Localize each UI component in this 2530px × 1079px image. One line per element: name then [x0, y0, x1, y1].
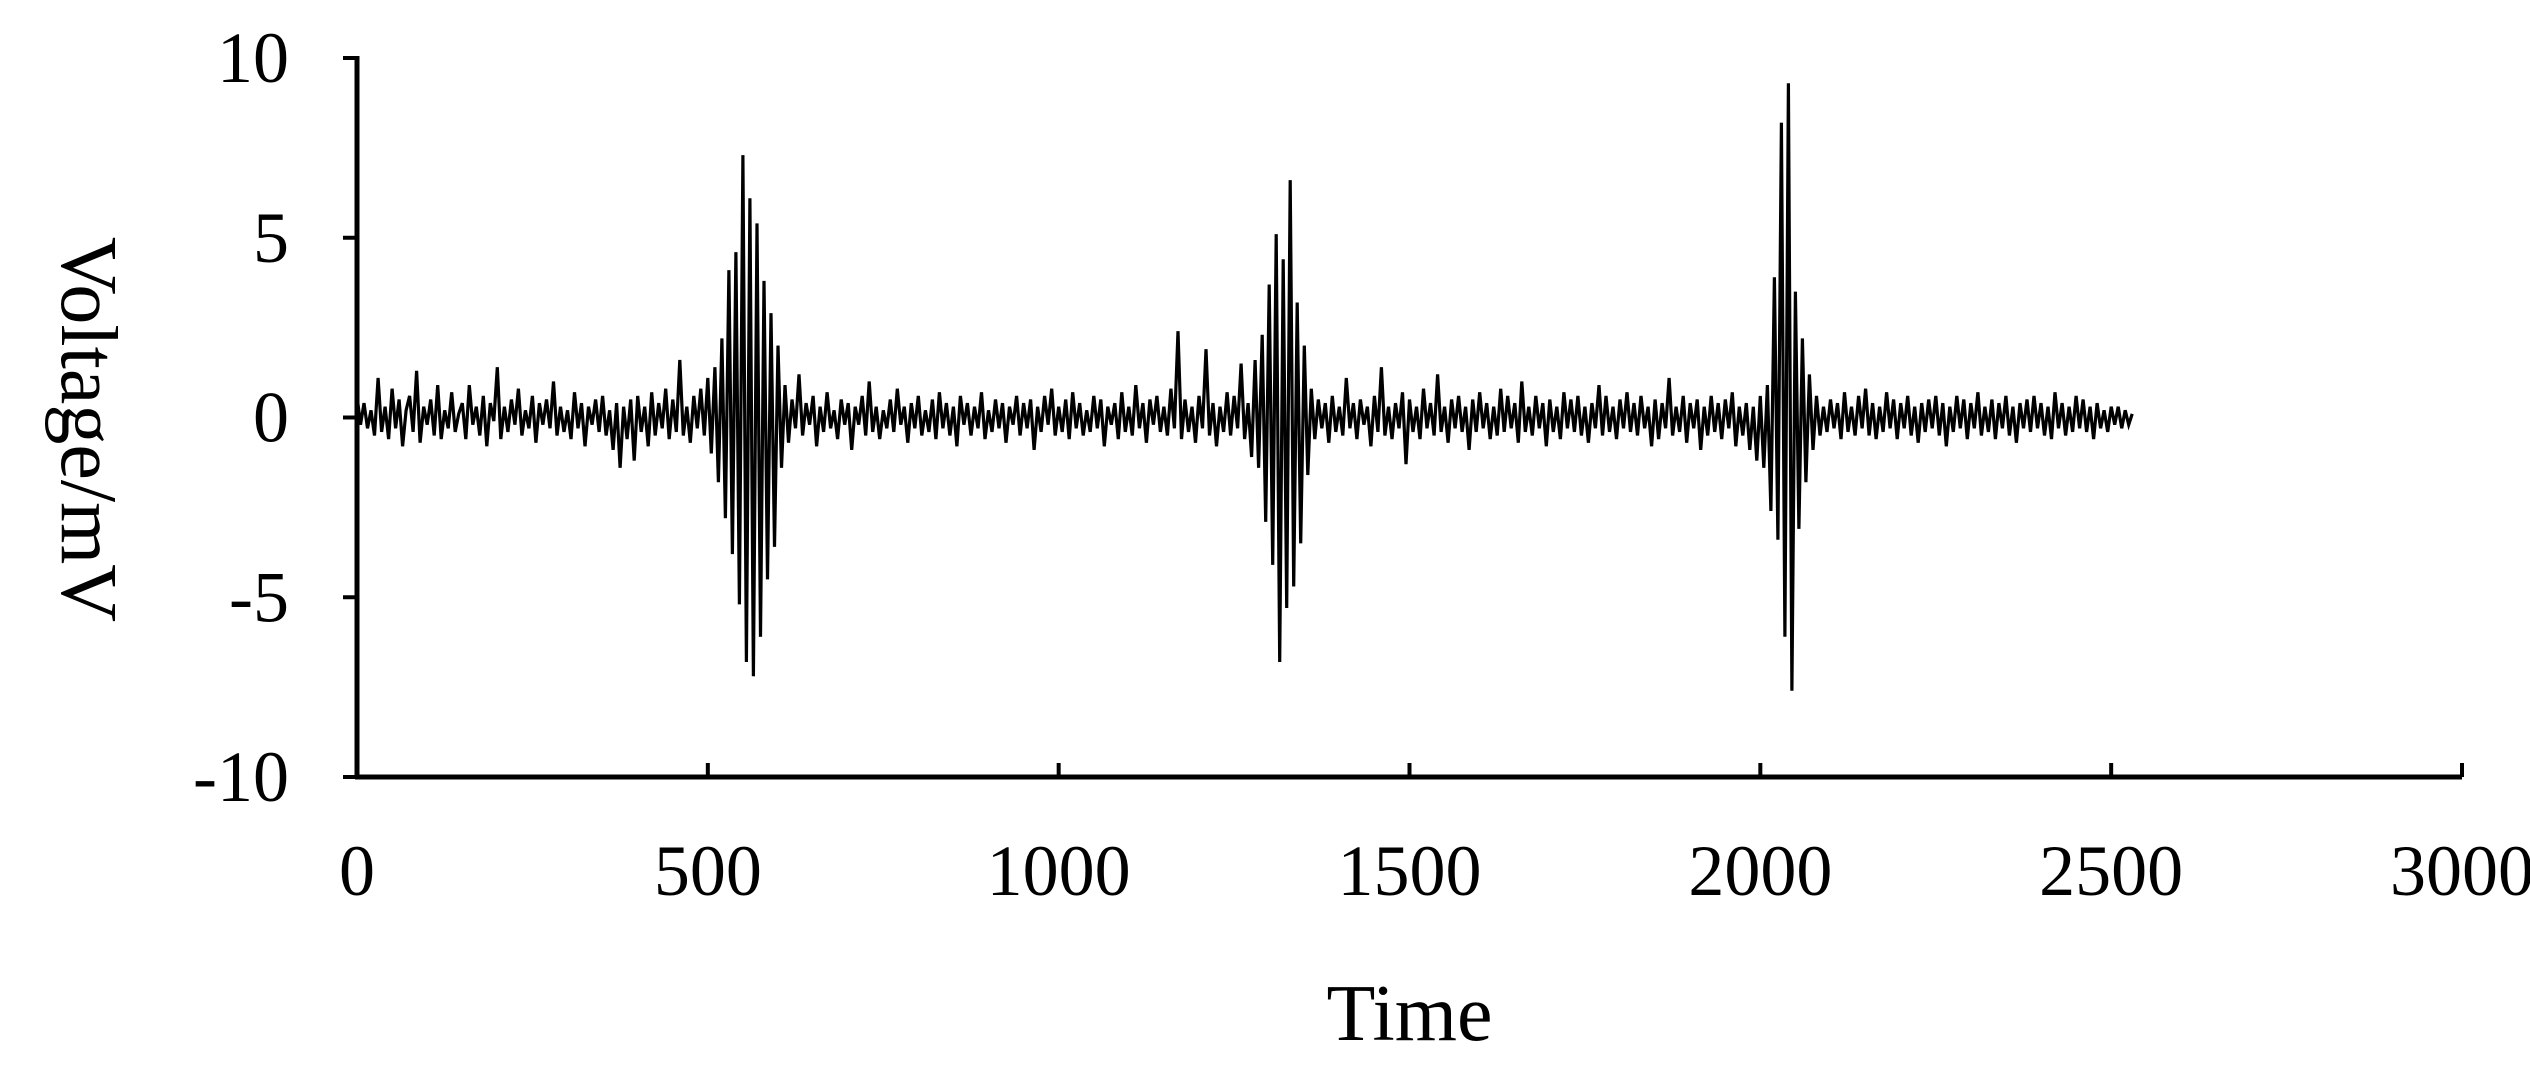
x-ticks: 0 500 1000 1500 2000 2500 3000: [339, 763, 2530, 911]
y-ticks: 10 5 0 -5 -10: [193, 18, 357, 817]
x-axis-title: Time: [1326, 970, 1492, 1058]
y-tick-label: 0: [253, 378, 289, 458]
x-tick-label: 0: [339, 831, 375, 911]
y-tick-label: -5: [229, 557, 289, 637]
y-tick-label: 10: [217, 18, 289, 98]
y-tick-label: -10: [193, 737, 289, 817]
x-tick-label: 3000: [2390, 831, 2530, 911]
y-tick-label: 5: [253, 198, 289, 278]
plot-area: [355, 83, 2134, 691]
x-tick-label: 1000: [987, 831, 1131, 911]
series-line-voltage: [355, 83, 2134, 691]
x-tick-label: 2000: [1688, 831, 1832, 911]
x-tick-label: 1500: [1338, 831, 1482, 911]
x-tick-label: 2500: [2039, 831, 2183, 911]
y-axis-title: Voltage/mV: [44, 237, 132, 622]
x-tick-label: 500: [654, 831, 762, 911]
